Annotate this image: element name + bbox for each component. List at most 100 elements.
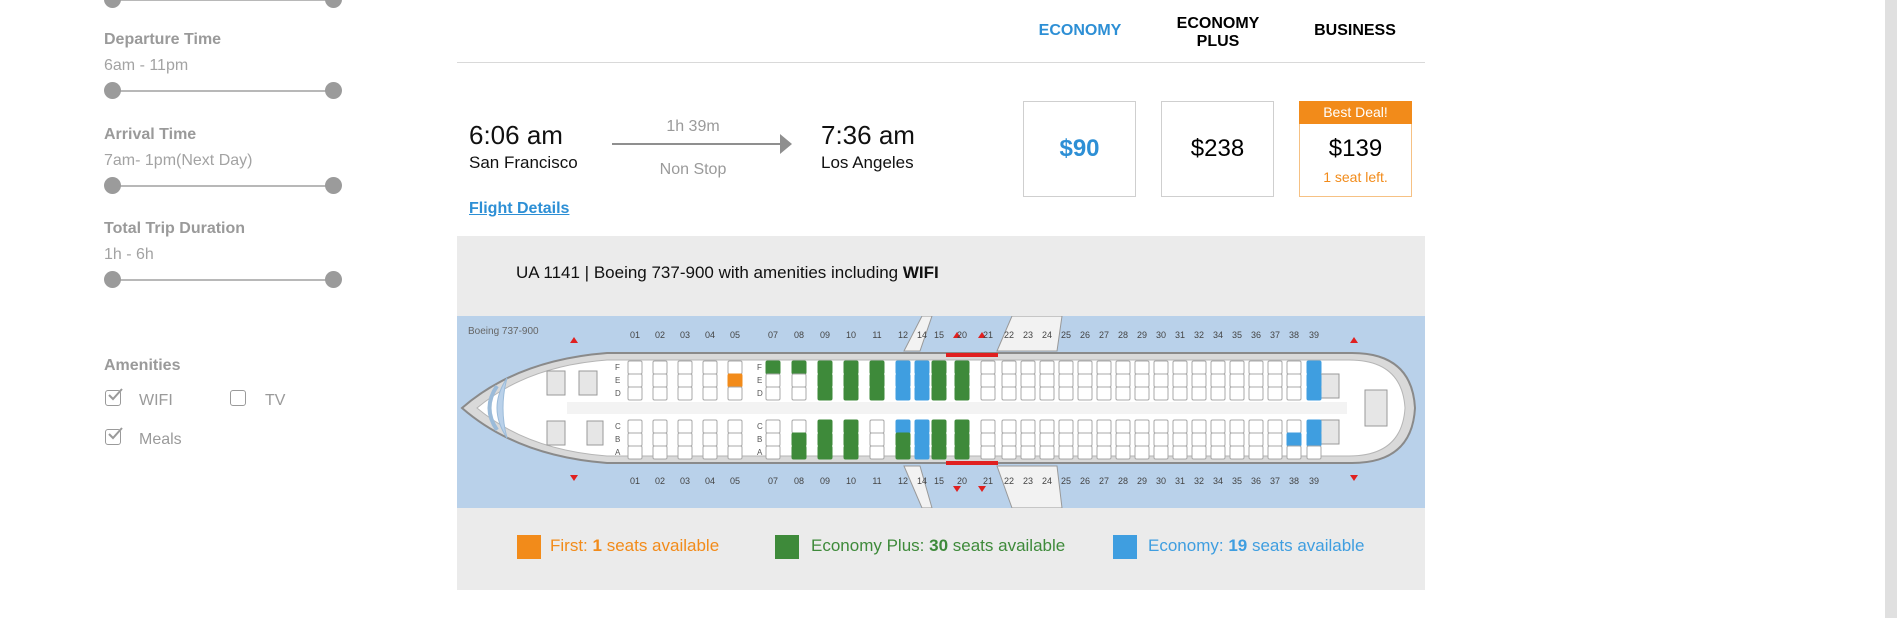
arrival-slider-track[interactable] [112,185,334,187]
row-number-bottom: 05 [730,476,740,486]
tv-checkbox[interactable] [230,390,246,406]
seat-economy-available[interactable] [1286,432,1302,447]
seat-economy-plus-available[interactable] [931,419,947,434]
seat-economy-available[interactable] [1306,360,1322,375]
top-slider-min-handle[interactable] [104,0,121,8]
seat-economy-plus-available[interactable] [954,386,970,401]
row-number-bottom: 32 [1194,476,1204,486]
seat-economy-available[interactable] [895,360,911,375]
seat-economy-plus-available[interactable] [843,360,859,375]
seat-economy-available[interactable] [1306,373,1322,388]
seat-economy-available[interactable] [914,432,930,447]
seat-unavailable [1058,373,1074,388]
meals-checkbox[interactable] [105,427,123,445]
seat-economy-plus-available[interactable] [843,373,859,388]
seat-unavailable [1286,419,1302,434]
fare-header-economy-plus[interactable]: ECONOMY PLUS [1176,15,1260,50]
seat-economy-plus-available[interactable] [931,432,947,447]
economy-price: $90 [1059,135,1100,162]
seat-economy-plus-available[interactable] [954,445,970,460]
seat-unavailable [1020,373,1036,388]
row-number-bottom: 12 [898,476,908,486]
seat-economy-plus-available[interactable] [791,445,807,460]
seat-economy-plus-available[interactable] [817,386,833,401]
aircraft-info-amenity: WIFI [902,263,939,282]
seat-economy-plus-available[interactable] [843,432,859,447]
seat-economy-plus-available[interactable] [791,432,807,447]
top-slider-track [112,0,334,1]
departure-city: San Francisco [469,153,578,172]
seat-economy-available[interactable] [1306,419,1322,434]
seat-economy-plus-available[interactable] [895,432,911,447]
seat-economy-plus-available[interactable] [843,419,859,434]
departure-time-label: Departure Time [104,31,222,48]
departure-slider-min-handle[interactable] [104,82,121,99]
seat-economy-plus-available[interactable] [954,360,970,375]
seat-economy-available[interactable] [914,360,930,375]
seat-economy-plus-available[interactable] [931,360,947,375]
seat-unavailable [791,386,807,401]
seat-economy-plus-available[interactable] [817,360,833,375]
fare-header-business[interactable]: BUSINESS [1314,22,1396,39]
seat-economy-plus-available[interactable] [843,386,859,401]
duration-slider-min-handle[interactable] [104,271,121,288]
seat-economy-plus-available[interactable] [895,445,911,460]
seat-economy-available[interactable] [914,419,930,434]
seat-economy-plus-available[interactable] [765,360,781,375]
seat-economy-plus-available[interactable] [954,373,970,388]
duration-slider-track[interactable] [112,279,334,281]
seat-economy-plus-available[interactable] [817,432,833,447]
seat-unavailable [1077,373,1093,388]
seat-economy-plus-available[interactable] [869,360,885,375]
row-number-bottom: 36 [1251,476,1261,486]
seat-economy-available[interactable] [914,445,930,460]
seat-unavailable [1115,373,1131,388]
seat-unavailable [1096,419,1112,434]
row-number-top: 25 [1061,330,1071,340]
seat-economy-plus-available[interactable] [791,360,807,375]
seat-economy-available[interactable] [895,373,911,388]
seat-unavailable [1248,386,1264,401]
seat-economy-available[interactable] [914,373,930,388]
seat-unavailable [727,419,743,434]
seat-economy-plus-available[interactable] [931,445,947,460]
seat-economy-plus-available[interactable] [817,419,833,434]
seat-economy-available[interactable] [1306,386,1322,401]
seat-unavailable [1058,419,1074,434]
seat-economy-plus-available[interactable] [954,419,970,434]
seat-first-available[interactable] [727,373,743,388]
seat-economy-plus-available[interactable] [817,445,833,460]
wifi-label: WIFI [139,392,173,409]
economy-plus-price-button[interactable]: $238 [1161,101,1274,197]
row-number-top: 07 [768,330,778,340]
seat-economy-available[interactable] [914,386,930,401]
departure-slider-max-handle[interactable] [325,82,342,99]
seat-economy-plus-available[interactable] [931,386,947,401]
legend-economy-plus-count: 30 [929,536,949,555]
wifi-checkbox[interactable] [105,388,123,406]
top-slider-max-handle[interactable] [325,0,342,8]
seat-economy-plus-available[interactable] [843,445,859,460]
duration-slider-max-handle[interactable] [325,271,342,288]
economy-price-button[interactable]: $90 [1023,101,1136,197]
seat-economy-available[interactable] [1306,432,1322,447]
fare-header-economy[interactable]: ECONOMY [1038,22,1122,39]
seat-letter: D [615,389,621,398]
arrival-slider-min-handle[interactable] [104,177,121,194]
departure-slider-track[interactable] [112,90,334,92]
seat-economy-plus-available[interactable] [869,386,885,401]
flight-details-link[interactable]: Flight Details [469,200,570,217]
seat-economy-plus-available[interactable] [817,373,833,388]
seat-economy-available[interactable] [895,386,911,401]
seat-economy-plus-available[interactable] [931,373,947,388]
seat-economy-plus-available[interactable] [869,373,885,388]
row-number-top: 26 [1080,330,1090,340]
seat-economy-plus-available[interactable] [954,432,970,447]
seat-unavailable [652,386,668,401]
business-price-button[interactable]: Best Deal! $139 1 seat left. [1299,101,1412,197]
page-scrollbar[interactable] [1885,0,1897,618]
seat-economy-available[interactable] [895,419,911,434]
seat-unavailable [702,360,718,375]
seat-unavailable [1115,419,1131,434]
arrival-slider-max-handle[interactable] [325,177,342,194]
